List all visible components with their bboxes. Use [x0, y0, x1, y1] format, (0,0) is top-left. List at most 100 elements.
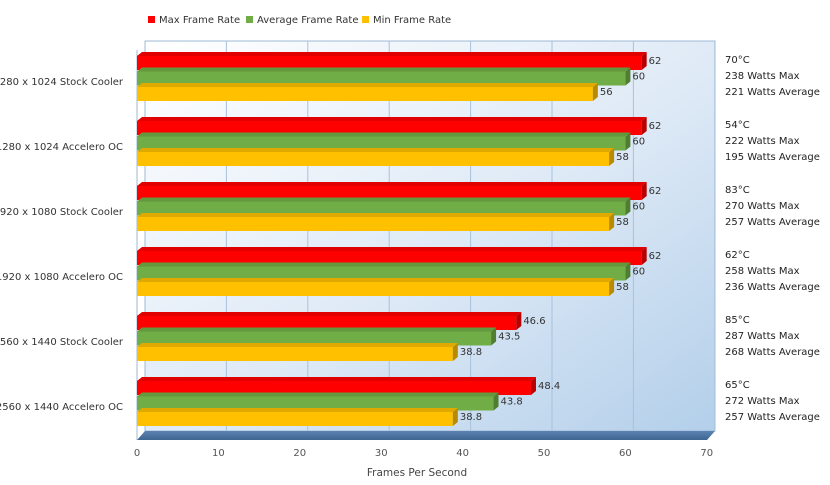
- bar-top-face: [137, 262, 631, 267]
- bar-top-face: [137, 148, 615, 152]
- legend-label-max: Max Frame Rate: [159, 15, 240, 26]
- value-label: 58: [616, 282, 629, 293]
- bar: [137, 213, 615, 231]
- bar: [137, 343, 458, 361]
- bar: [137, 52, 647, 70]
- annotation-line: 62°C: [725, 250, 750, 261]
- bar: [137, 377, 536, 395]
- bars: [137, 52, 647, 426]
- x-tick-label: 60: [619, 448, 632, 459]
- bar-front: [137, 71, 626, 86]
- category-label: 1920 x 1080 Accelero OC: [0, 272, 123, 283]
- bar-top-face: [137, 132, 631, 137]
- bar-end: [609, 213, 615, 231]
- value-label: 48.4: [538, 381, 560, 392]
- bar-top-face: [137, 278, 615, 282]
- plot-background: [144, 40, 716, 432]
- value-label: 43.5: [498, 332, 520, 343]
- bar-top-face: [137, 408, 458, 412]
- bar-end: [625, 197, 631, 216]
- value-label: 60: [632, 202, 645, 213]
- value-label: 58: [616, 152, 629, 163]
- bar-end: [609, 148, 615, 166]
- bar-top-face: [137, 343, 458, 347]
- annotation-line: 222 Watts Max: [725, 136, 800, 147]
- bar-front: [137, 412, 453, 426]
- bar-front: [137, 282, 610, 296]
- bar-top-face: [137, 312, 522, 316]
- legend-label-average: Average Frame Rate: [257, 15, 359, 26]
- bar-end: [592, 83, 598, 101]
- annotation-line: 221 Watts Average: [725, 87, 820, 98]
- plot-floor: [137, 431, 715, 440]
- bar: [137, 117, 647, 135]
- annotation-line: 195 Watts Average: [725, 152, 820, 163]
- annotation-line: 85°C: [725, 315, 750, 326]
- annotation-line: 70°C: [725, 55, 750, 66]
- bar-top-face: [137, 377, 536, 381]
- annotation-line: 236 Watts Average: [725, 282, 820, 293]
- bar-top-face: [137, 213, 615, 217]
- bar-front: [137, 87, 593, 101]
- category-label: 1280 x 1024 Accelero OC: [0, 142, 123, 153]
- value-label: 60: [632, 72, 645, 83]
- value-label: 62: [649, 121, 662, 132]
- bar: [137, 247, 647, 265]
- side-annotations: 70°C 238 Watts Max 221 Watts Average 54°C 22…: [725, 55, 820, 423]
- bar-end: [641, 247, 647, 265]
- bar: [137, 262, 631, 281]
- bar: [137, 148, 615, 166]
- gridlines: [225, 41, 716, 431]
- value-label: 62: [649, 186, 662, 197]
- legend: Max Frame Rate Average Frame Rate Min Fr…: [148, 15, 451, 26]
- legend-item-max: Max Frame Rate: [148, 15, 240, 26]
- bar-front: [137, 381, 531, 395]
- bar-front: [137, 121, 642, 135]
- bar-front: [137, 56, 642, 70]
- bar-top-face: [137, 67, 631, 72]
- x-tick-label: 40: [456, 448, 469, 459]
- bar-top-face: [137, 52, 647, 56]
- value-labels: 62605662605862605862605846.643.538.848.4…: [460, 56, 662, 423]
- bar-end: [609, 278, 615, 296]
- annotation-line: 272 Watts Max: [725, 396, 800, 407]
- category-label: 1280 x 1024 Stock Cooler: [0, 77, 124, 88]
- bar: [137, 392, 499, 411]
- annotation-line: 258 Watts Max: [725, 266, 800, 277]
- bar-end: [452, 408, 458, 426]
- category-labels: 1280 x 1024 Stock Cooler 1280 x 1024 Acce…: [0, 77, 124, 413]
- annotation-line: 270 Watts Max: [725, 201, 800, 212]
- bar-front: [137, 251, 642, 265]
- annotation-line: 54°C: [725, 120, 750, 131]
- bar-front: [137, 347, 453, 361]
- plot-area: [136, 40, 716, 440]
- bar-end: [530, 377, 536, 395]
- category-label: 2560 x 1440 Stock Cooler: [0, 337, 124, 348]
- bar-top-face: [137, 197, 631, 202]
- category-label: 2560 x 1440 Accelero OC: [0, 402, 123, 413]
- bar: [137, 312, 522, 330]
- bar-end: [641, 52, 647, 70]
- bar-top-face: [137, 117, 647, 121]
- legend-item-min: Min Frame Rate: [362, 15, 451, 26]
- value-label: 60: [632, 137, 645, 148]
- legend-label-min: Min Frame Rate: [373, 15, 451, 26]
- bar-front: [137, 316, 517, 330]
- value-label: 62: [649, 56, 662, 67]
- bar-end: [493, 392, 499, 411]
- value-label: 60: [632, 267, 645, 278]
- bar-front: [137, 152, 610, 166]
- bar-end: [625, 262, 631, 281]
- bar: [137, 83, 598, 101]
- bar-front: [137, 201, 626, 216]
- value-label: 38.8: [460, 412, 482, 423]
- value-label: 62: [649, 251, 662, 262]
- bar-front: [137, 331, 492, 346]
- legend-swatch-min: [362, 16, 369, 23]
- bar: [137, 67, 631, 86]
- bar: [137, 132, 631, 151]
- bar-top-face: [137, 247, 647, 251]
- x-tick-label: 50: [538, 448, 551, 459]
- bar-top-face: [137, 83, 598, 87]
